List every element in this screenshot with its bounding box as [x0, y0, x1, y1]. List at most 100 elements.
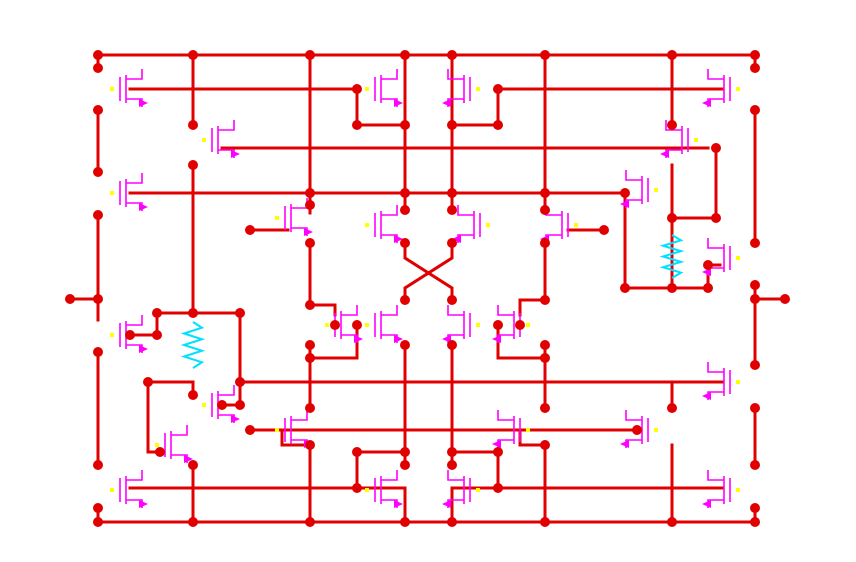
transistor-arrow-9 — [394, 235, 403, 243]
transistor-drain-22 — [497, 410, 514, 421]
junction-node-39 — [447, 238, 457, 248]
junction-node-59 — [352, 320, 362, 330]
junction-node-1 — [188, 50, 198, 60]
junction-node-104 — [540, 517, 550, 527]
junction-node-25 — [493, 120, 503, 130]
junction-node-43 — [750, 294, 760, 304]
transistor-19 — [202, 385, 240, 423]
transistor-terminal-22 — [526, 428, 530, 432]
wires-layer — [68, 53, 787, 524]
transistor-drain-13 — [126, 315, 143, 326]
junction-node-28 — [711, 213, 721, 223]
junction-node-64 — [540, 295, 550, 305]
wire-42 — [308, 303, 337, 317]
transistor-drain-4 — [447, 69, 464, 80]
junction-node-8 — [93, 63, 103, 73]
transistor-arrow-8 — [304, 228, 313, 236]
junction-node-68 — [540, 340, 550, 350]
wire-57 — [146, 380, 162, 454]
transistor-drain-1 — [218, 120, 235, 131]
junction-node-101 — [305, 517, 315, 527]
junction-node-11 — [750, 105, 760, 115]
transistor-terminal-21 — [275, 428, 279, 432]
resistor-left — [180, 321, 206, 369]
junction-node-0 — [93, 50, 103, 60]
junction-node-40 — [540, 238, 550, 248]
transistor-arrow-5 — [702, 99, 711, 107]
transistor-7 — [620, 170, 658, 208]
resistors-layer — [180, 234, 685, 369]
junction-node-72 — [235, 377, 245, 387]
junction-node-5 — [540, 50, 550, 60]
transistor-arrow-20 — [184, 455, 193, 463]
junction-node-20 — [352, 84, 362, 94]
transistor-drain-10 — [457, 205, 474, 216]
transistor-drain-25 — [381, 470, 398, 481]
junction-node-73 — [188, 390, 198, 400]
transistor-drain-7 — [625, 170, 642, 181]
wire-58 — [146, 380, 195, 397]
junction-node-26 — [667, 120, 677, 130]
transistor-arrow-7 — [620, 200, 629, 208]
transistor-drain-16 — [447, 305, 464, 316]
transistor-terminal-24 — [110, 488, 114, 492]
junction-node-54 — [125, 330, 135, 340]
wire-52 — [248, 428, 312, 447]
transistor-0 — [110, 69, 148, 107]
junction-node-36 — [540, 205, 550, 215]
transistor-drain-5 — [707, 69, 724, 80]
junction-node-102 — [400, 517, 410, 527]
transistor-drain-20 — [171, 425, 188, 436]
junction-node-82 — [632, 425, 642, 435]
junction-node-47 — [667, 283, 677, 293]
transistor-drain-14 — [341, 305, 358, 316]
transistor-terminal-11 — [574, 223, 578, 227]
transistor-terminal-12 — [736, 256, 740, 260]
junction-node-19 — [540, 188, 550, 198]
junction-node-79 — [305, 403, 315, 413]
wire-26 — [450, 87, 500, 127]
transistor-terminal-9 — [365, 223, 369, 227]
wire-43 — [518, 298, 547, 317]
junction-node-58 — [330, 320, 340, 330]
transistor-arrow-12 — [702, 268, 711, 276]
transistor-drain-26 — [447, 470, 464, 481]
junction-node-42 — [93, 294, 103, 304]
junction-node-23 — [447, 120, 457, 130]
junction-node-30 — [620, 188, 630, 198]
wire-28 — [623, 191, 710, 290]
junction-node-34 — [400, 205, 410, 215]
transistor-terminal-4 — [476, 87, 480, 91]
transistor-terminal-26 — [476, 488, 480, 492]
junction-node-100 — [188, 517, 198, 527]
junction-node-51 — [152, 308, 162, 318]
junction-node-63 — [515, 320, 525, 330]
transistor-12 — [702, 238, 740, 276]
transistor-terminal-5 — [736, 87, 740, 91]
junction-node-78 — [667, 403, 677, 413]
junction-node-44 — [780, 294, 790, 304]
junction-node-80 — [540, 403, 550, 413]
junction-node-24 — [493, 84, 503, 94]
junction-node-86 — [188, 460, 198, 470]
junction-node-85 — [155, 447, 165, 457]
junction-node-13 — [93, 210, 103, 220]
transistor-6 — [660, 120, 698, 158]
junction-node-46 — [750, 280, 760, 290]
junction-node-56 — [152, 330, 162, 340]
transistor-terminal-0 — [110, 87, 114, 91]
transistor-arrow-19 — [231, 415, 240, 423]
transistor-25 — [365, 470, 403, 508]
transistor-3 — [365, 69, 403, 107]
transistor-terminal-18 — [736, 380, 740, 384]
transistor-arrow-18 — [702, 392, 711, 400]
transistor-14 — [325, 305, 363, 343]
junction-node-35 — [447, 205, 457, 215]
junction-node-53 — [235, 308, 245, 318]
transistor-drain-18 — [707, 362, 724, 373]
junction-node-17 — [400, 188, 410, 198]
junction-node-60 — [400, 295, 410, 305]
transistor-arrow-6 — [660, 150, 669, 158]
junction-node-37 — [305, 238, 315, 248]
